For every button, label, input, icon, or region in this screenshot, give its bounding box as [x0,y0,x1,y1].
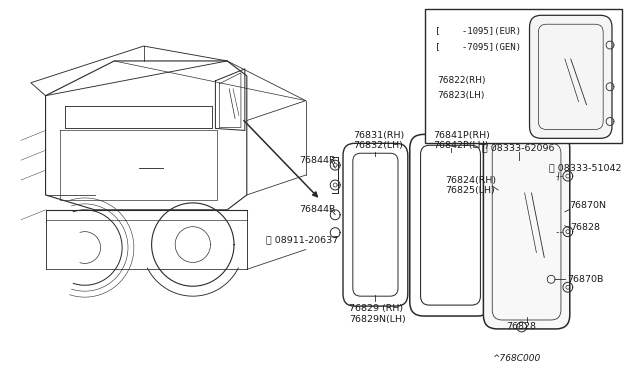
Text: 76825(LH): 76825(LH) [445,186,495,195]
Text: [    -7095](GEN): [ -7095](GEN) [435,42,522,52]
Text: 76844R: 76844R [299,156,335,165]
Text: 76829 (RH): 76829 (RH) [349,304,403,313]
Text: 76842P(LH): 76842P(LH) [433,141,489,150]
Text: 76828: 76828 [507,323,537,331]
FancyBboxPatch shape [420,145,481,305]
Text: 76822(RH): 76822(RH) [437,76,486,85]
Text: 76823(LH): 76823(LH) [437,91,484,100]
FancyBboxPatch shape [353,153,398,296]
Text: [    -1095](EUR): [ -1095](EUR) [435,27,522,36]
Text: Ⓢ 08333-51042: Ⓢ 08333-51042 [549,164,621,173]
FancyBboxPatch shape [529,15,612,138]
Text: ^768C000: ^768C000 [492,354,540,363]
Text: 76831(RH): 76831(RH) [353,131,404,140]
Text: 76844R: 76844R [299,205,335,214]
Text: 76870N: 76870N [569,201,606,210]
Text: Ⓢ 08333-62096: Ⓢ 08333-62096 [483,144,555,153]
Bar [426,9,622,143]
Text: 76841P(RH): 76841P(RH) [433,131,490,140]
Text: 76824(RH): 76824(RH) [445,176,496,185]
FancyBboxPatch shape [483,134,570,329]
Text: Ⓝ 08911-20637: Ⓝ 08911-20637 [266,235,339,244]
Text: 76832(LH): 76832(LH) [353,141,403,150]
Text: 76870B: 76870B [567,275,604,284]
Text: 76828: 76828 [570,223,600,232]
Text: 76829N(LH): 76829N(LH) [349,315,406,324]
